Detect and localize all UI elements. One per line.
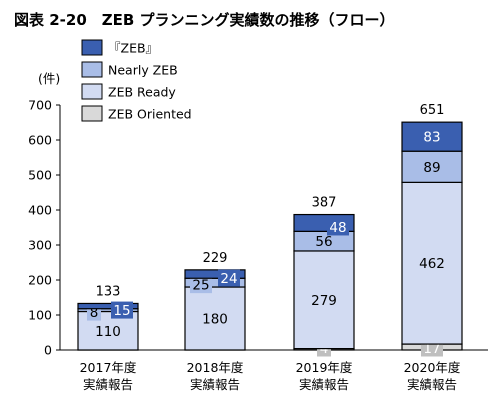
y-tick-label: 600	[28, 133, 52, 148]
legend-label: 『ZEB』	[108, 41, 158, 56]
x-category-label: 2018年度	[187, 360, 244, 375]
x-category-label: 2019年度	[296, 360, 353, 375]
bar-total-label: 651	[420, 103, 445, 118]
segment-value-label: 24	[220, 271, 237, 287]
y-tick-label: 300	[28, 238, 52, 253]
bar-segment	[77, 302, 139, 310]
x-category-label: 実績報告	[299, 377, 349, 392]
y-axis-unit: (件)	[38, 71, 60, 86]
segment-value-label: 8	[90, 305, 99, 321]
segment-value-label: 15	[113, 303, 130, 319]
bar-total-label: 133	[96, 284, 121, 299]
x-category-label: 実績報告	[83, 377, 133, 392]
legend-label: ZEB Oriented	[108, 107, 192, 122]
bar-segment	[184, 269, 246, 279]
y-tick-label: 0	[44, 343, 52, 358]
segment-value-label: 180	[202, 312, 228, 328]
segment-value-label: 83	[423, 130, 440, 146]
legend-swatch	[81, 105, 103, 122]
chart-title: 図表 2-20 ZEB プランニング実績数の推移（フロー）	[14, 11, 395, 29]
segment-value-label: 110	[95, 324, 121, 340]
segment-value-label: 17	[423, 341, 440, 357]
legend-swatch	[81, 61, 103, 78]
x-category-label: 2017年度	[80, 360, 137, 375]
segment-label-box	[327, 218, 349, 236]
legend-swatch	[81, 39, 103, 56]
x-category-label: 実績報告	[407, 377, 457, 392]
legend-swatch	[81, 83, 103, 100]
legend-label: Nearly ZEB	[108, 63, 178, 78]
x-category-label: 2020年度	[404, 360, 461, 375]
bar-segment	[401, 150, 463, 183]
segment-value-label: 48	[329, 220, 346, 236]
y-tick-label: 400	[28, 203, 52, 218]
segment-label-box	[218, 269, 240, 287]
bar-total-label: 387	[312, 196, 337, 211]
bar-segment	[293, 250, 355, 350]
segment-value-label: 279	[311, 293, 337, 309]
legend-label: ZEB Ready	[108, 85, 176, 100]
bar-segment	[184, 286, 246, 351]
bar-total-label: 229	[203, 251, 228, 266]
legend: 『ZEB』 Nearly ZEB ZEB Ready ZEB Oriented	[81, 39, 192, 122]
segment-value-label: 25	[192, 278, 209, 294]
segment-value-label: 56	[315, 234, 332, 250]
segment-label-box	[111, 301, 133, 319]
y-tick-label: 200	[28, 273, 52, 288]
y-tick-label: 100	[28, 308, 52, 323]
segment-value-label: 89	[423, 160, 440, 176]
bar-segment	[401, 121, 463, 152]
segment-value-label: 462	[419, 256, 445, 272]
x-category-label: 実績報告	[190, 377, 240, 392]
y-tick-label: 700	[28, 98, 52, 113]
y-tick-label: 500	[28, 168, 52, 183]
segment-label-box	[190, 276, 212, 294]
